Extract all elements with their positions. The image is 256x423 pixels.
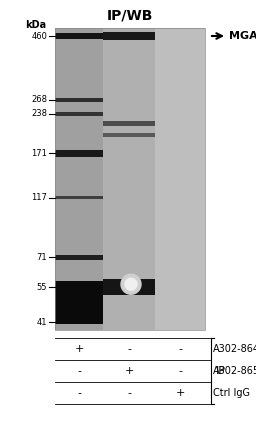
Text: kDa: kDa	[25, 20, 46, 30]
Bar	[55, 33, 103, 39]
Text: +: +	[175, 388, 185, 398]
Text: IP/WB: IP/WB	[107, 8, 153, 22]
Bar	[103, 32, 155, 40]
Text: MGA: MGA	[229, 31, 256, 41]
Circle shape	[125, 278, 137, 290]
Bar	[103, 132, 155, 137]
Text: 171: 171	[31, 148, 47, 157]
Text: A302-865A: A302-865A	[213, 366, 256, 376]
Text: Ctrl IgG: Ctrl IgG	[213, 388, 250, 398]
Bar	[55, 150, 103, 157]
Bar	[55, 196, 103, 200]
Bar	[103, 121, 155, 126]
Bar	[55, 28, 205, 330]
Bar	[55, 281, 103, 324]
Text: IP: IP	[216, 366, 226, 376]
Text: -: -	[127, 344, 131, 354]
Text: 238: 238	[31, 110, 47, 118]
Bar	[103, 279, 155, 295]
Bar	[55, 112, 103, 116]
Bar	[55, 255, 103, 260]
Text: -: -	[77, 366, 81, 376]
Text: +: +	[124, 366, 134, 376]
Text: +: +	[74, 344, 84, 354]
Text: 117: 117	[31, 193, 47, 203]
Text: 71: 71	[36, 253, 47, 261]
Bar	[55, 28, 205, 330]
Text: -: -	[127, 388, 131, 398]
Bar	[103, 28, 155, 330]
Text: A302-864A: A302-864A	[213, 344, 256, 354]
Text: 268: 268	[31, 96, 47, 104]
Text: 55: 55	[37, 283, 47, 292]
Bar	[55, 98, 103, 102]
Text: -: -	[178, 366, 182, 376]
Text: 460: 460	[31, 31, 47, 41]
Circle shape	[121, 274, 141, 294]
Bar	[55, 28, 103, 330]
Bar	[155, 28, 205, 330]
Text: -: -	[77, 388, 81, 398]
Text: 41: 41	[37, 318, 47, 327]
Text: -: -	[178, 344, 182, 354]
